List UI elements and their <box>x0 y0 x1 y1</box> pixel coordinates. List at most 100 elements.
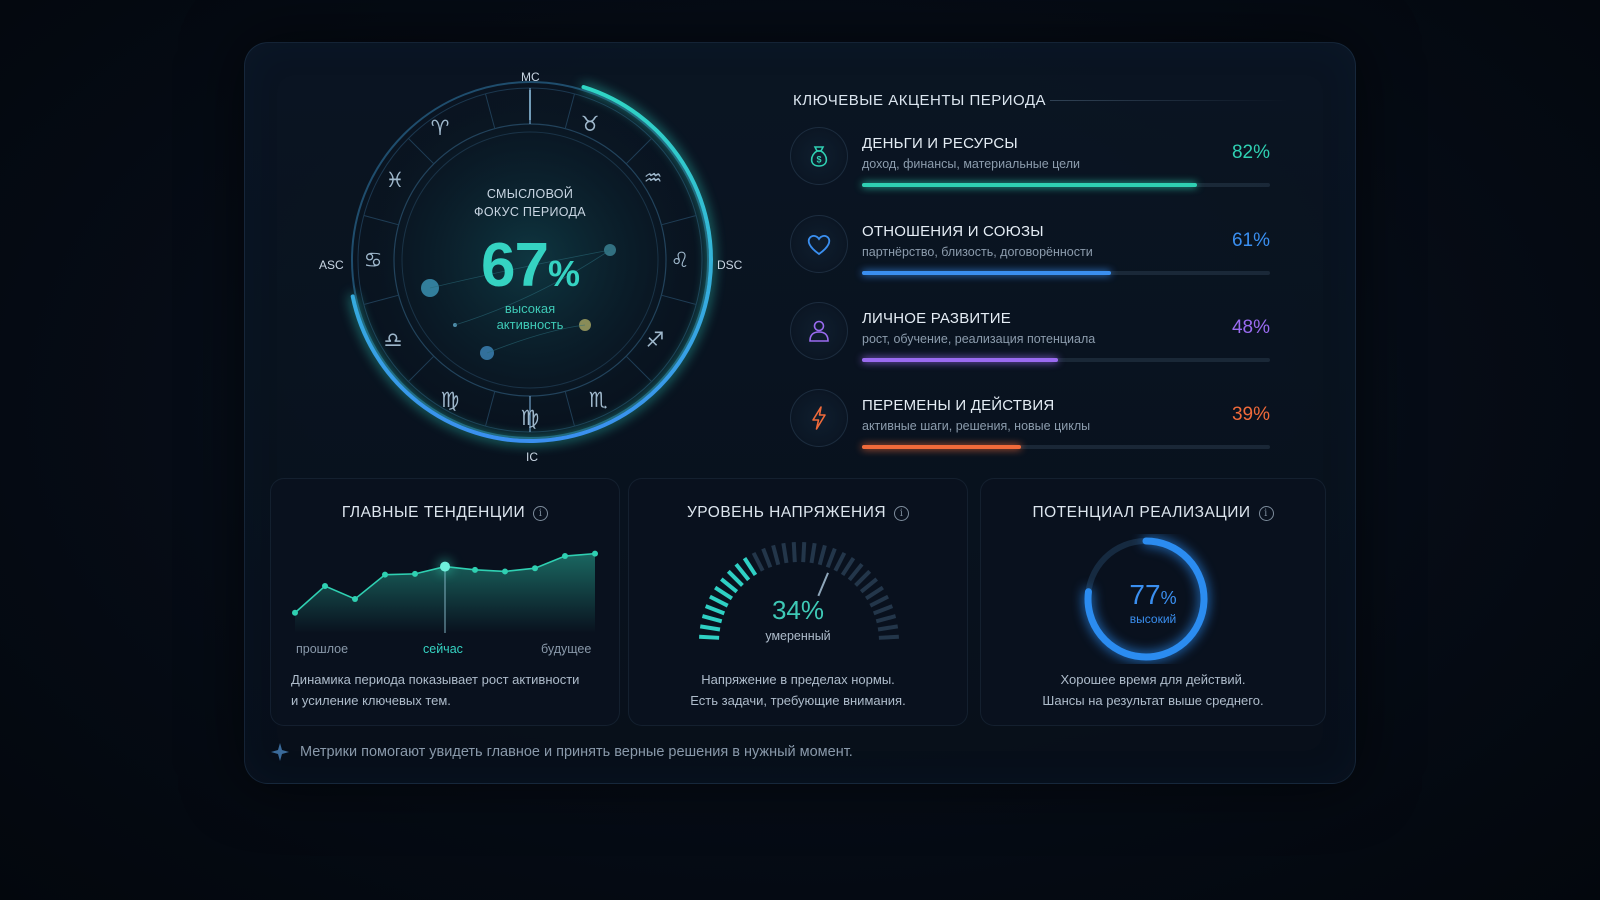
gauge-segment <box>878 634 899 640</box>
gauge-segment <box>854 569 872 587</box>
trends-title: ГЛАВНЫЕ ТЕНДЕНЦИИ i <box>271 504 619 522</box>
wheel-caption-line2: ФОКУС ПЕРИОДА <box>474 205 586 219</box>
tension-label: умеренный <box>765 629 831 643</box>
trend-point <box>472 566 478 573</box>
trend-point <box>382 571 388 578</box>
gauge-segment <box>701 614 723 624</box>
gauge-segment <box>699 624 721 632</box>
house-divider <box>564 93 575 129</box>
wheel-sublabel: высокая активность <box>496 301 564 332</box>
gauge-segment <box>872 604 894 616</box>
gauge-segment <box>840 557 856 576</box>
gauge-segment <box>801 542 807 563</box>
trend-label-past: прошлое <box>296 642 349 656</box>
house-divider <box>485 391 496 427</box>
accent-money-fill <box>862 183 1197 187</box>
zodiac-sign: ♍ <box>441 388 460 412</box>
house-divider <box>485 93 496 129</box>
info-icon[interactable]: i <box>533 506 549 521</box>
accent-growth[interactable]: ЛИЧНОЕ РАЗВИТИЕ рост, обучение, реализац… <box>790 302 1280 382</box>
gauge-segment <box>771 544 781 566</box>
gauge-segment <box>877 624 899 632</box>
potential-ring <box>1084 537 1208 661</box>
accent-relations-track <box>862 271 1270 275</box>
money-bag-icon: $ <box>790 127 848 185</box>
trend-label-now: сейчас <box>423 642 463 656</box>
accent-money-track <box>862 183 1270 187</box>
accent-relations-name: ОТНОШЕНИЯ И СОЮЗЫ <box>862 223 1044 240</box>
accent-relations-fill <box>862 271 1111 275</box>
wheel-outer-ring <box>351 81 709 439</box>
accent-growth-name: ЛИЧНОЕ РАЗВИТИЕ <box>862 310 1011 327</box>
trend-point <box>352 595 358 602</box>
trends-card: ГЛАВНЫЕ ТЕНДЕНЦИИ i прошлое сейчас будуще… <box>270 478 620 726</box>
potential-label: высокий <box>1129 612 1177 626</box>
info-icon[interactable]: i <box>894 506 910 521</box>
gauge-segment <box>726 569 744 587</box>
axis-ic-label: IC <box>526 450 538 464</box>
gauge-needle <box>817 572 829 597</box>
accent-money[interactable]: $ ДЕНЬГИ И РЕСУРСЫ доход, финансы, матер… <box>790 127 1280 207</box>
accent-changes-fill <box>862 445 1022 449</box>
zodiac-sign: ♐ <box>646 328 665 352</box>
house-divider <box>625 355 652 382</box>
house-divider <box>408 355 435 382</box>
accents-title-divider <box>1050 100 1290 101</box>
aspect-lines <box>429 249 611 354</box>
accent-relations[interactable]: ОТНОШЕНИЯ И СОЮЗЫ партнёрство, близость,… <box>790 215 1280 295</box>
wheel-caption: СМЫСЛОВОЙ ФОКУС ПЕРИОДА <box>430 185 630 221</box>
axis-dsc-label: DSC <box>717 258 743 272</box>
wheel-inner-ring-2 <box>401 131 659 389</box>
zodiac-sign: ♎ <box>384 328 403 352</box>
person-icon <box>790 302 848 360</box>
gauge-segment <box>847 563 864 582</box>
gauge-segment <box>859 577 878 594</box>
accent-growth-value: 48% <box>1231 317 1270 338</box>
gauge-segment <box>720 577 739 594</box>
zodiac-sign: ♋ <box>364 248 383 272</box>
footer-text: Метрики помогают увидеть главное и приня… <box>300 744 853 760</box>
potential-desc: Хорошее время для действий. Шансы на рез… <box>1042 672 1264 708</box>
wheel-progress-arc <box>350 85 713 443</box>
house-divider <box>363 215 399 226</box>
ring-progress <box>1084 537 1208 661</box>
wheel-graphic: ♈ ♉ ♒ ♌ ♐ ♏ ♍ ♍ ♎ ♋ ♓ <box>348 78 713 443</box>
house-divider <box>625 138 652 165</box>
heart-icon <box>790 215 848 273</box>
trend-point <box>440 561 450 572</box>
accent-money-name: ДЕНЬГИ И РЕСУРСЫ <box>862 135 1018 152</box>
trend-chart <box>292 550 598 633</box>
trend-point <box>322 583 328 590</box>
gauge-segment <box>875 614 897 624</box>
tension-desc: Напряжение в пределах нормы. Есть задачи… <box>690 672 906 708</box>
gauge-segment <box>699 634 720 640</box>
potential-value: 77% <box>1129 579 1177 610</box>
sparkle-icon <box>271 743 289 761</box>
gauge-segment <box>865 585 884 601</box>
zodiac-sign: ♌ <box>671 248 690 272</box>
info-icon[interactable]: i <box>1258 506 1274 521</box>
gauge-segment <box>714 585 733 601</box>
house-divider <box>661 215 697 226</box>
zodiac-sign: ♒ <box>644 166 663 190</box>
accent-relations-desc: партнёрство, близость, договорённости <box>862 245 1093 259</box>
trend-point <box>562 553 568 560</box>
gauge-segment <box>817 544 827 566</box>
wheel-caption-line1: СМЫСЛОВОЙ <box>486 187 574 201</box>
wheel-value: 67% <box>481 231 580 300</box>
accent-money-desc: доход, финансы, материальные цели <box>862 157 1080 171</box>
lightning-icon <box>790 389 848 447</box>
potential-card: ПОТЕНЦИАЛ РЕАЛИЗАЦИИ i 77% высокий Хороше… <box>980 478 1326 726</box>
zodiac-sign: ♏ <box>589 388 608 412</box>
gauge-segment <box>734 563 751 582</box>
accent-changes[interactable]: ПЕРЕМЕНЫ И ДЕЙСТВИЯ активные шаги, решен… <box>790 389 1280 469</box>
accent-money-value: 82% <box>1231 142 1270 163</box>
tension-card: УРОВЕНЬ НАПРЯЖЕНИЯ i 34% умеренный Напряж… <box>628 478 968 726</box>
accent-changes-track <box>862 445 1270 449</box>
trend-point <box>592 550 598 557</box>
tension-value: 34% <box>771 595 825 625</box>
gauge-segment <box>869 594 890 608</box>
house-divider <box>661 294 697 305</box>
accent-changes-value: 39% <box>1231 404 1270 425</box>
accent-growth-desc: рост, обучение, реализация потенциала <box>862 332 1096 346</box>
